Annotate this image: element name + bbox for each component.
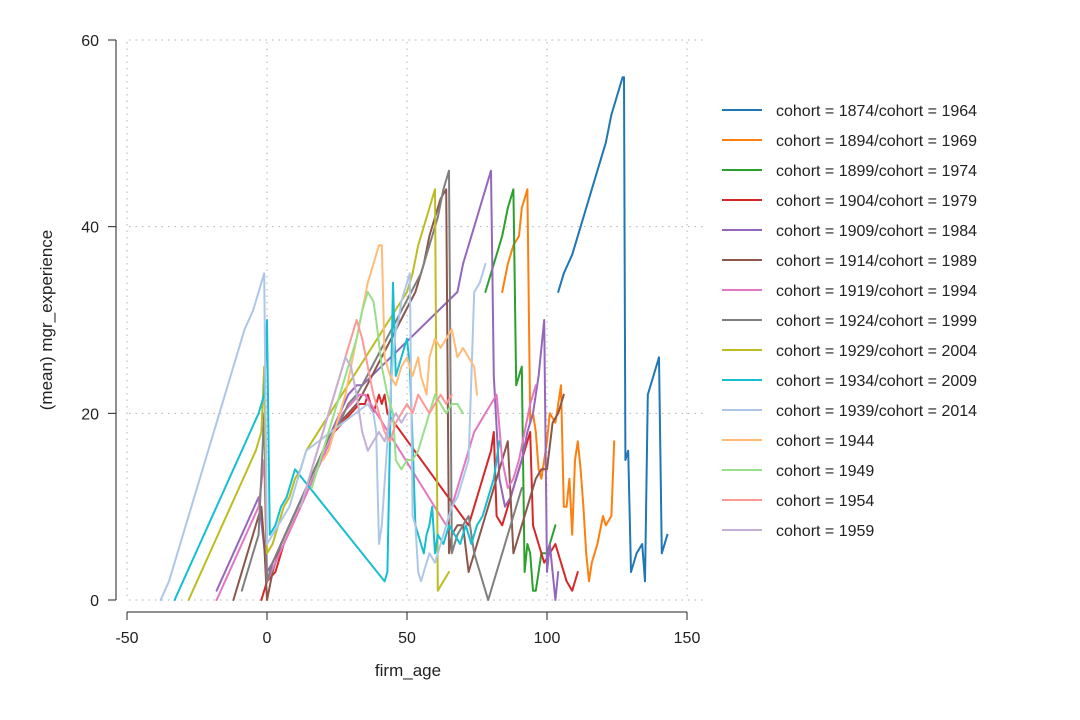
legend-label: cohort = 1959 [776, 523, 874, 540]
y-tick-label: 40 [81, 220, 99, 237]
x-tick-label: 0 [263, 630, 272, 647]
series-line-10 [173, 281, 501, 601]
y-tick-label: 20 [81, 406, 99, 423]
legend-label: cohort = 1904/cohort = 1979 [776, 193, 977, 210]
legend-label: cohort = 1914/cohort = 1989 [776, 253, 977, 270]
legend-label: cohort = 1939/cohort = 2014 [776, 403, 977, 420]
tick-labels: 0 20 40 60 -50 0 50 100 150 [81, 33, 700, 647]
legend-label: cohort = 1934/cohort = 2009 [776, 373, 977, 390]
y-tick-label: 0 [90, 593, 99, 610]
legend-label: cohort = 1954 [776, 493, 874, 510]
series-line-5 [215, 169, 560, 601]
series-line-13 [310, 291, 464, 489]
series-line-9 [187, 188, 450, 601]
legend-label: cohort = 1929/cohort = 2004 [776, 343, 977, 360]
legend-label: cohort = 1874/cohort = 1964 [776, 103, 977, 120]
series-line-11 [159, 263, 487, 601]
legend: cohort = 1874/cohort = 1964 cohort = 1894… [722, 103, 977, 540]
series-line-2 [501, 188, 616, 583]
legend-label: cohort = 1894/cohort = 1969 [776, 133, 977, 150]
legend-label: cohort = 1909/cohort = 1984 [776, 223, 977, 240]
y-tick-label: 60 [81, 33, 99, 50]
series-line-6 [232, 188, 565, 601]
legend-label: cohort = 1919/cohort = 1994 [776, 283, 977, 300]
x-tick-label: 100 [534, 630, 561, 647]
x-tick-label: 150 [674, 630, 701, 647]
series-layer [159, 76, 669, 601]
axes [108, 39, 688, 620]
grid [126, 39, 704, 601]
legend-label: cohort = 1944 [776, 433, 874, 450]
x-axis-title: firm_age [375, 661, 441, 680]
legend-label: cohort = 1924/cohort = 1999 [776, 313, 977, 330]
series-line-15 [299, 356, 408, 508]
legend-label: cohort = 1949 [776, 463, 874, 480]
legend-label: cohort = 1899/cohort = 1974 [776, 163, 977, 180]
series-line-8 [240, 169, 523, 601]
x-tick-label: -50 [115, 630, 138, 647]
series-line-1 [557, 76, 669, 583]
x-tick-label: 50 [398, 630, 416, 647]
y-axis-title: (mean) mgr_experience [37, 230, 56, 410]
